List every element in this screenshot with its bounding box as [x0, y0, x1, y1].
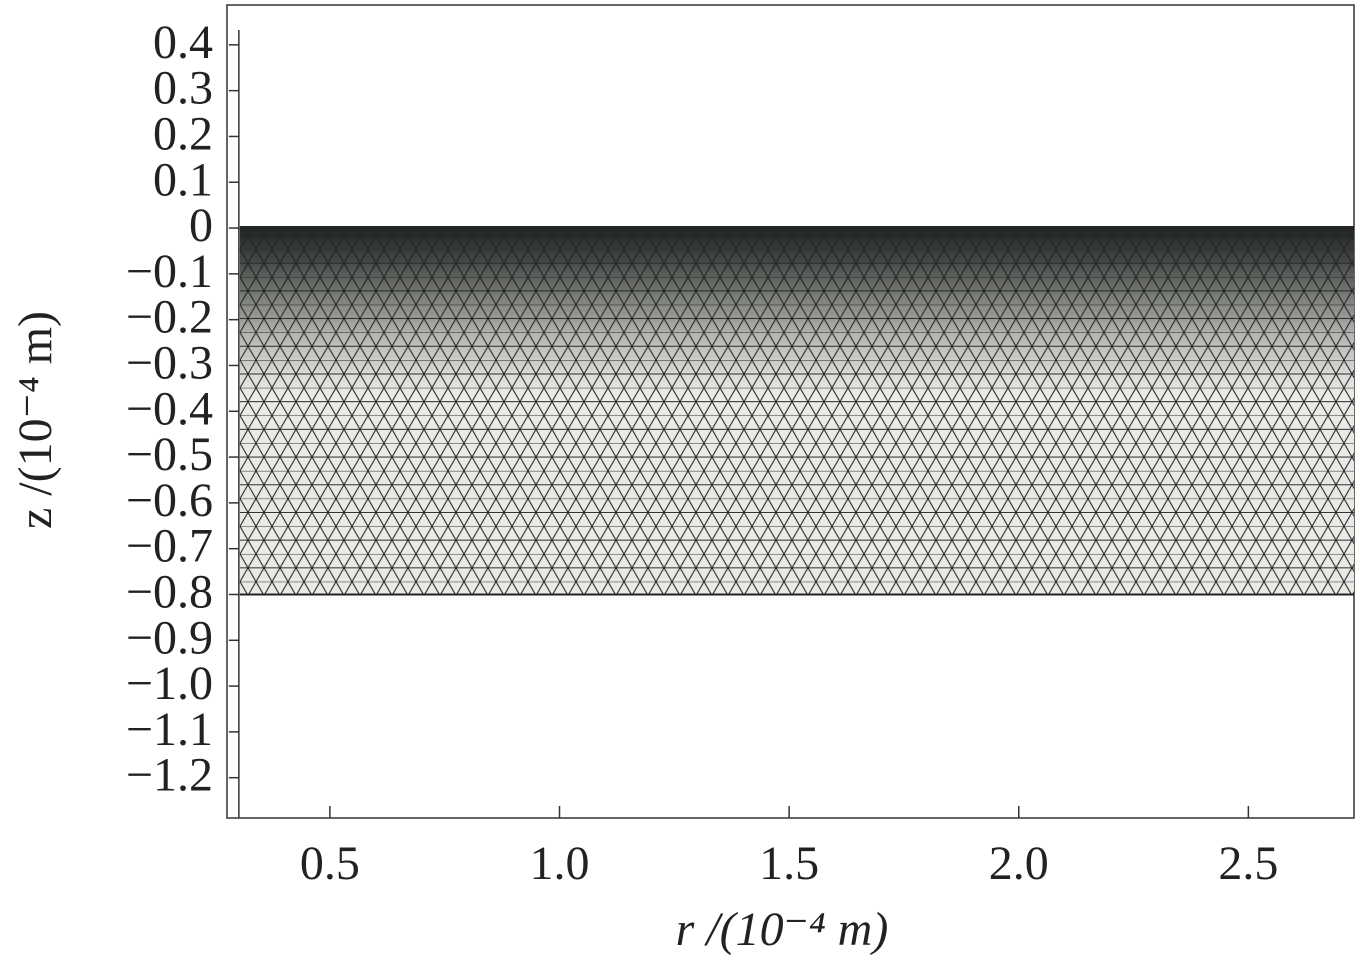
y-tick-label: −1.0 — [126, 657, 213, 710]
y-tick-label: 0.2 — [153, 107, 213, 160]
y-tick-label: −0.4 — [126, 382, 213, 435]
y-tick-label: 0.3 — [153, 62, 213, 115]
y-tick-label: −0.5 — [126, 428, 213, 481]
y-tick-label: −0.1 — [126, 245, 213, 298]
y-tick-label: −0.2 — [126, 291, 213, 344]
x-tick-label: 2.5 — [1218, 837, 1278, 890]
y-tick-label: −0.6 — [126, 474, 213, 527]
y-tick-label: −0.3 — [126, 336, 213, 389]
x-tick-label: 0.5 — [300, 837, 360, 890]
y-axis-label: z /(10⁻⁴ m) — [9, 311, 62, 529]
y-tick-label: 0.1 — [153, 153, 213, 206]
y-tick-label: −1.1 — [126, 703, 213, 756]
x-axis-label: r /(10⁻⁴ m) — [676, 903, 889, 956]
y-tick-label: 0 — [189, 199, 213, 252]
x-tick-label: 2.0 — [989, 837, 1049, 890]
y-tick-label: −0.9 — [126, 611, 213, 664]
y-tick-label: 0.4 — [153, 16, 213, 69]
y-tick-label: −0.7 — [126, 520, 213, 573]
x-tick-label: 1.5 — [759, 837, 819, 890]
y-tick-label: −1.2 — [126, 749, 213, 802]
mesh-refinement — [239, 228, 1354, 595]
x-tick-label: 1.0 — [529, 837, 589, 890]
y-tick-label: −0.8 — [126, 565, 213, 618]
